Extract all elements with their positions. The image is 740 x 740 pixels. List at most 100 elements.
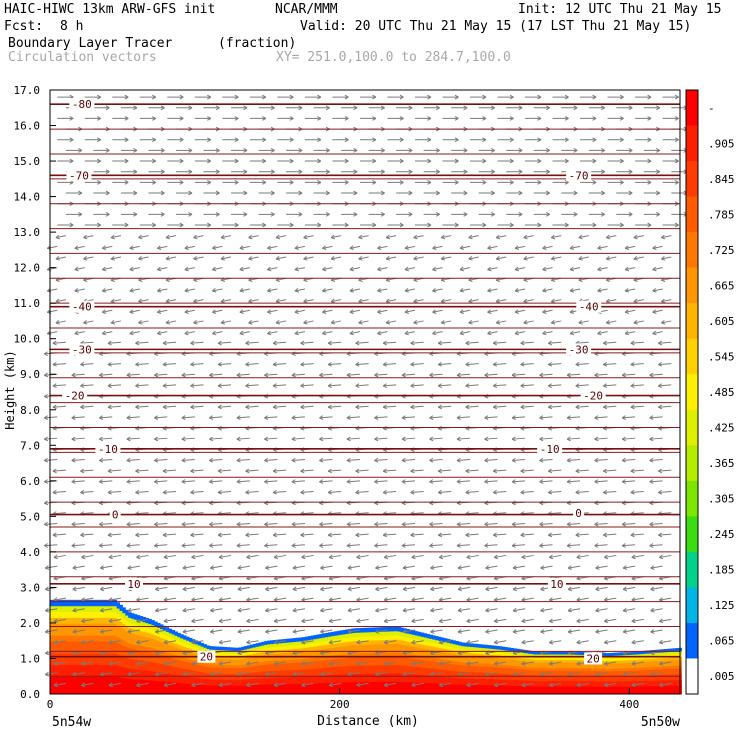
- circulation-vector-head: [218, 556, 223, 560]
- tracer-cell: [600, 691, 604, 695]
- circulation-vector: [429, 522, 443, 525]
- tracer-cell: [426, 660, 430, 665]
- tracer-cell: [452, 660, 457, 665]
- tracer-cell: [377, 677, 381, 682]
- circulation-vector-head: [566, 543, 571, 547]
- tracer-cell: [238, 664, 242, 669]
- tracer-cell: [76, 682, 80, 689]
- tracer-cell: [354, 677, 358, 683]
- circulation-vector-head: [511, 481, 516, 484]
- circulation-vector-head: [540, 586, 545, 590]
- tracer-cell: [281, 680, 286, 685]
- tracer-cell: [333, 647, 338, 652]
- circulation-vector-head: [99, 521, 103, 525]
- tracer-cell: [336, 658, 341, 663]
- tracer-cell: [394, 647, 399, 653]
- tracer-cell: [368, 648, 373, 654]
- tracer-cell: [267, 647, 271, 652]
- tracer-cell: [261, 677, 265, 682]
- tracer-cell: [125, 646, 129, 653]
- tracer-cell: [383, 689, 387, 695]
- tracer-cell: [73, 617, 77, 624]
- tracer-cell: [316, 653, 320, 658]
- tracer-cell: [186, 661, 190, 666]
- circulation-vector-head: [604, 556, 609, 560]
- tracer-cell: [148, 647, 152, 653]
- tracer-cell: [371, 656, 375, 662]
- tracer-cell: [507, 653, 512, 657]
- tracer-cell: [490, 663, 494, 668]
- tracer-cell: [267, 660, 271, 665]
- circulation-vector-head: [136, 661, 140, 665]
- circulation-vector-head: [155, 586, 159, 590]
- tracer-cell: [530, 667, 535, 671]
- circulation-vector-head: [182, 607, 187, 612]
- tracer-cell: [293, 666, 297, 671]
- tracer-cell: [443, 687, 448, 692]
- tracer-cell: [194, 660, 199, 665]
- circulation-vector: [384, 597, 397, 601]
- tracer-cell: [614, 683, 619, 687]
- circulation-vector-head: [265, 607, 269, 612]
- tracer-cell: [455, 687, 459, 692]
- tracer-cell: [461, 684, 465, 689]
- tracer-cell: [577, 691, 581, 695]
- tracer-cell: [542, 654, 546, 658]
- tracer-cell: [383, 652, 387, 657]
- circulation-vector-head: [540, 631, 545, 634]
- tracer-cell: [186, 668, 190, 674]
- circulation-vector: [347, 608, 361, 612]
- circulation-vector-head: [649, 521, 654, 525]
- tracer-cell: [252, 678, 257, 682]
- tracer-cell: [102, 682, 106, 689]
- tracer-cell: [623, 675, 627, 679]
- tracer-cell: [498, 652, 503, 656]
- circulation-vector-head: [456, 479, 461, 483]
- tracer-cell: [609, 688, 613, 692]
- tracer-cell: [545, 662, 549, 666]
- tracer-cell: [649, 680, 653, 684]
- circulation-vector-head: [410, 468, 415, 472]
- circulation-vector-head: [319, 460, 324, 463]
- tracer-cell: [157, 662, 161, 668]
- tracer-cell: [154, 621, 158, 627]
- tracer-cell: [551, 651, 555, 655]
- tracer-cell: [661, 671, 665, 675]
- tracer-cell: [519, 688, 523, 692]
- tracer-cell: [223, 658, 228, 663]
- circulation-vector-head: [44, 629, 49, 633]
- tracer-cell: [215, 676, 219, 680]
- circulation-vector-head: [181, 502, 186, 506]
- tracer-cell: [345, 681, 349, 687]
- tracer-cell: [99, 682, 103, 689]
- circulation-vector-head: [81, 556, 86, 560]
- circulation-vector-head: [430, 588, 435, 592]
- tracer-cell: [458, 641, 462, 646]
- tracer-cell: [310, 683, 315, 688]
- circulation-vector-head: [356, 556, 361, 560]
- circulation-vector: [567, 480, 581, 483]
- circulation-vector-head: [520, 532, 525, 536]
- tracer-cell: [655, 652, 659, 656]
- tracer-cell: [542, 680, 546, 684]
- circulation-vector: [44, 522, 58, 525]
- tracer-cell: [113, 635, 118, 642]
- circulation-vector-head: [603, 489, 607, 493]
- tracer-cell: [160, 667, 164, 673]
- tracer-cell: [371, 689, 375, 695]
- circulation-vector-head: [272, 470, 277, 474]
- tracer-cell: [302, 679, 306, 684]
- circulation-vector-head: [108, 682, 113, 686]
- circulation-vector-head: [411, 639, 416, 644]
- tracer-cell: [223, 676, 228, 680]
- tracer-cell: [55, 670, 60, 677]
- tracer-cell: [368, 681, 373, 687]
- circulation-vector-head: [80, 532, 85, 536]
- tracer-cell: [252, 672, 257, 676]
- tracer-cell: [275, 670, 280, 675]
- tracer-cell: [171, 670, 176, 675]
- circulation-vector-head: [438, 639, 443, 644]
- tracer-cell: [142, 631, 147, 637]
- tracer-cell: [107, 688, 112, 695]
- circulation-vector: [521, 640, 534, 644]
